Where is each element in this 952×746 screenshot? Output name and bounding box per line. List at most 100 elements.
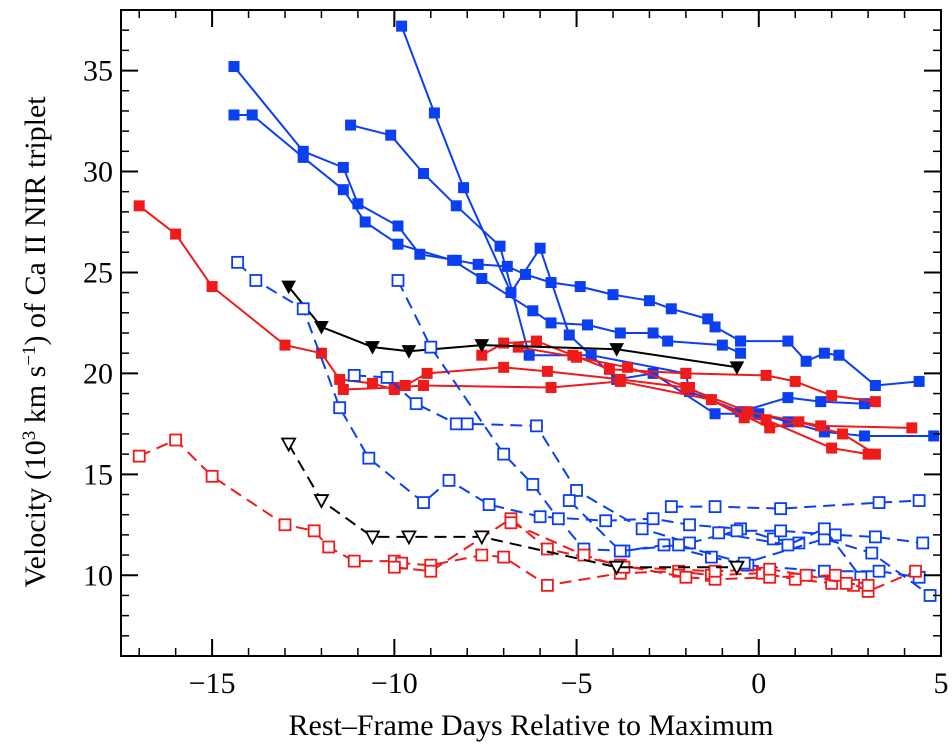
data-point [541, 542, 554, 556]
data-point [571, 351, 583, 363]
data-point [424, 564, 438, 578]
series-line [510, 521, 869, 587]
data-point [774, 502, 788, 516]
data-point [646, 512, 660, 526]
data-point [570, 484, 583, 497]
data-point [862, 448, 874, 460]
data-point [861, 578, 875, 592]
data-point [523, 349, 535, 361]
data-point [385, 129, 397, 141]
data-point [337, 161, 349, 173]
x-tick-label: −5 [561, 667, 593, 700]
series-19 [280, 437, 745, 576]
data-point [205, 469, 219, 483]
data-point [417, 496, 430, 509]
data-point [534, 242, 546, 254]
data-point [504, 516, 518, 530]
data-point [657, 538, 671, 552]
data-point [362, 451, 376, 465]
data-point [541, 365, 553, 377]
data-point [679, 570, 693, 584]
data-point [735, 347, 747, 359]
data-point [364, 530, 381, 546]
data-point [684, 382, 696, 394]
data-point [837, 428, 849, 440]
data-point [333, 401, 347, 415]
data-point [347, 368, 361, 382]
data-point [622, 361, 634, 373]
x-tick-label: 5 [934, 667, 949, 700]
data-point [228, 61, 240, 73]
data-point [614, 375, 626, 387]
series-line [138, 439, 854, 587]
data-point [818, 347, 830, 359]
data-point [345, 119, 357, 131]
data-point [281, 280, 296, 295]
x-tick-label: −15 [189, 667, 236, 700]
data-point [815, 396, 827, 408]
data-point [399, 379, 411, 391]
data-point [231, 255, 245, 269]
data-point [296, 302, 310, 316]
data-point [279, 339, 291, 351]
data-point [709, 321, 721, 333]
data-point [607, 289, 619, 301]
data-point [562, 494, 576, 507]
data-point [417, 168, 429, 180]
data-point [760, 414, 772, 426]
data-point [781, 538, 795, 552]
data-point [494, 240, 506, 252]
data-point [474, 339, 490, 353]
data-point [599, 514, 613, 528]
data-point [545, 317, 557, 329]
data-point [307, 524, 321, 538]
data-point [708, 564, 722, 578]
data-point [664, 500, 678, 514]
data-point [545, 382, 557, 394]
data-point [563, 329, 575, 341]
data-point [869, 379, 881, 391]
series-6 [337, 375, 881, 460]
data-point [337, 184, 349, 196]
data-point [133, 200, 145, 212]
data-point [730, 524, 744, 538]
data-point [526, 478, 540, 491]
data-point [297, 151, 309, 163]
data-point [916, 536, 930, 550]
data-point [913, 375, 925, 387]
data-point [906, 422, 918, 434]
data-point [716, 339, 728, 351]
series-9 [281, 280, 745, 375]
y-tick-label: 35 [83, 55, 113, 88]
data-point [472, 258, 484, 270]
data-point [766, 532, 780, 546]
data-point [400, 530, 417, 546]
data-point [858, 398, 870, 410]
data-point [206, 281, 218, 293]
data-point [314, 320, 329, 335]
data-point [380, 371, 394, 384]
data-point [428, 107, 440, 119]
data-point [505, 287, 517, 299]
y-axis-title: Velocity (103 km s−1) of Ca II NIR tripl… [19, 96, 53, 588]
data-point [391, 274, 405, 287]
data-point [417, 379, 429, 391]
data-point [735, 335, 747, 347]
data-point [708, 500, 722, 514]
series-line [518, 346, 869, 456]
data-point [449, 417, 463, 431]
data-point [872, 496, 886, 509]
data-point [705, 550, 718, 564]
data-point [249, 274, 263, 287]
y-tick-label: 15 [83, 458, 113, 491]
data-point [826, 390, 838, 402]
data-point [460, 417, 474, 431]
data-point [482, 498, 496, 511]
data-point [498, 337, 510, 349]
data-point [551, 512, 565, 526]
data-point [799, 568, 813, 582]
data-point [614, 327, 626, 339]
x-axis-title: Rest–Frame Days Relative to Maximum [289, 709, 774, 742]
data-point [392, 220, 404, 232]
